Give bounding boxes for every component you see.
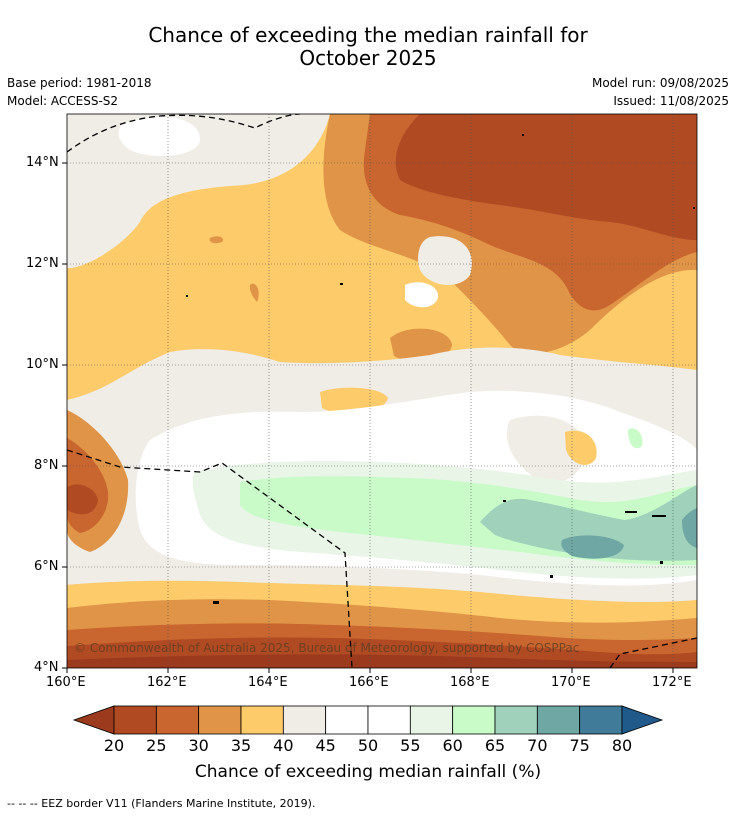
lon-label: 164°E [248, 675, 288, 690]
lat-label: 6°N [34, 559, 59, 574]
base-period: Base period: 1981-2018 [7, 76, 152, 90]
lon-label: 168°E [450, 675, 490, 690]
colorbar [72, 705, 664, 735]
colorbar-tick-label: 50 [357, 736, 379, 755]
rainfall-contours [67, 114, 697, 668]
eez-footnote: -- -- -- EEZ border V11 (Flanders Marine… [7, 797, 316, 810]
colorbar-tick-label: 20 [103, 736, 125, 755]
colorbar-segment [325, 705, 369, 735]
colorbar-segment [240, 705, 284, 735]
lon-label: 162°E [147, 675, 187, 690]
colorbar-tick-label: 65 [484, 736, 506, 755]
colorbar-segment [367, 705, 411, 735]
model-name: Model: ACCESS-S2 [7, 94, 119, 108]
colorbar-segment [155, 705, 200, 735]
colorbar-tick-label: 40 [273, 736, 294, 755]
colorbar-tick-label: 55 [400, 736, 421, 755]
colorbar-segment [452, 705, 496, 735]
lat-label: 10°N [26, 357, 59, 372]
colorbar-extend-low [72, 705, 115, 735]
map-title-line1: Chance of exceeding the median rainfall … [148, 23, 588, 47]
issued-date: Issued: 11/08/2025 [613, 94, 729, 108]
colorbar-extend-high [621, 705, 664, 735]
map-title-line2: October 2025 [299, 46, 437, 70]
copyright-notice: © Commonwealth of Australia 2025, Bureau… [74, 641, 580, 655]
colorbar-segment [409, 705, 454, 735]
lon-label: 172°E [652, 675, 692, 690]
model-run-date: Model run: 09/08/2025 [591, 76, 729, 90]
colorbar-segment [579, 705, 623, 735]
lat-label: 4°N [34, 660, 59, 675]
lat-label: 12°N [26, 256, 59, 271]
colorbar-tick-label: 25 [146, 736, 167, 755]
colorbar-tick-label: 30 [188, 736, 209, 755]
colorbar-tick-label: 35 [230, 736, 252, 755]
colorbar-tick-label: 45 [315, 736, 336, 755]
lon-label: 166°E [349, 675, 389, 690]
colorbar-segment [494, 705, 538, 735]
lat-label: 8°N [34, 458, 59, 473]
lon-label: 160°E [46, 675, 86, 690]
lon-label: 170°E [551, 675, 591, 690]
colorbar-segment [198, 705, 242, 735]
colorbar-tick-label: 75 [569, 736, 590, 755]
colorbar-segment [536, 705, 581, 735]
colorbar-tick-label: 80 [611, 736, 633, 755]
colorbar-segment [113, 705, 157, 735]
colorbar-tick-label: 60 [442, 736, 463, 755]
colorbar-label: Chance of exceeding median rainfall (%) [194, 762, 542, 782]
eez-border [67, 114, 697, 668]
colorbar-segment [282, 705, 327, 735]
colorbar-tick-label: 70 [527, 736, 548, 755]
lat-label: 14°N [26, 155, 59, 170]
